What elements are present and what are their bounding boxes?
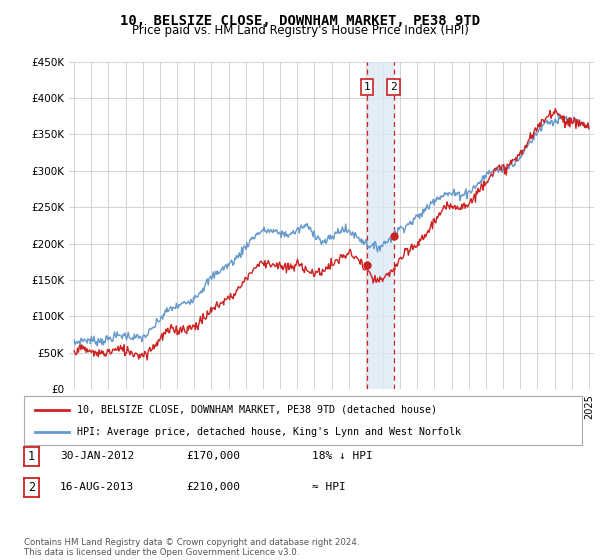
Text: 1: 1	[28, 450, 35, 464]
Text: 18% ↓ HPI: 18% ↓ HPI	[312, 451, 373, 461]
Text: 2: 2	[28, 481, 35, 494]
Text: £210,000: £210,000	[186, 482, 240, 492]
Text: 1: 1	[364, 82, 371, 92]
Text: 30-JAN-2012: 30-JAN-2012	[60, 451, 134, 461]
Text: Contains HM Land Registry data © Crown copyright and database right 2024.
This d: Contains HM Land Registry data © Crown c…	[24, 538, 359, 557]
Text: 10, BELSIZE CLOSE, DOWNHAM MARKET, PE38 9TD (detached house): 10, BELSIZE CLOSE, DOWNHAM MARKET, PE38 …	[77, 405, 437, 415]
Text: Price paid vs. HM Land Registry's House Price Index (HPI): Price paid vs. HM Land Registry's House …	[131, 24, 469, 37]
Text: 2: 2	[390, 82, 397, 92]
Text: ≈ HPI: ≈ HPI	[312, 482, 346, 492]
Text: £170,000: £170,000	[186, 451, 240, 461]
Text: HPI: Average price, detached house, King's Lynn and West Norfolk: HPI: Average price, detached house, King…	[77, 427, 461, 437]
Text: 16-AUG-2013: 16-AUG-2013	[60, 482, 134, 492]
Text: 10, BELSIZE CLOSE, DOWNHAM MARKET, PE38 9TD: 10, BELSIZE CLOSE, DOWNHAM MARKET, PE38 …	[120, 14, 480, 28]
Bar	[367, 62, 394, 389]
